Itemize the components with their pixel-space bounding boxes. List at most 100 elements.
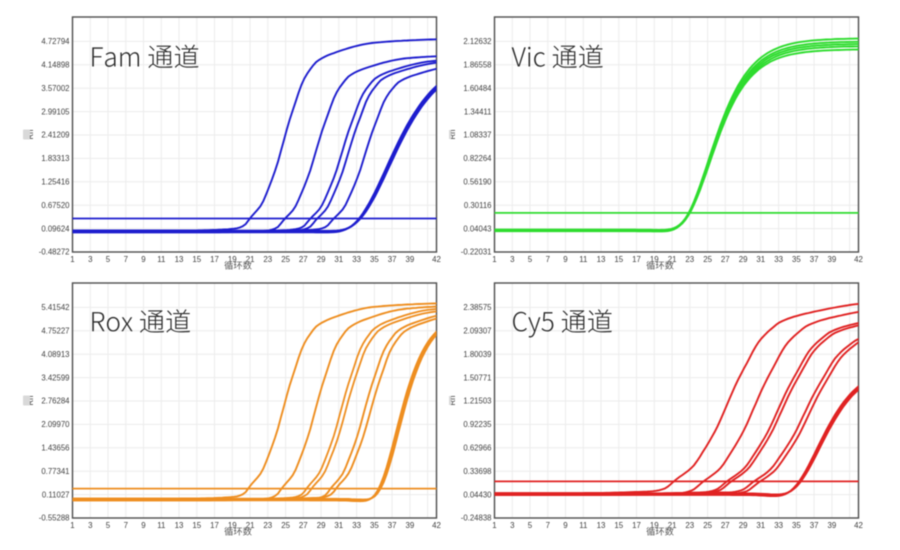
- svg-text:27: 27: [721, 255, 730, 264]
- svg-text:37: 37: [388, 255, 397, 264]
- svg-text:0.92235: 0.92235: [463, 420, 492, 429]
- svg-text:0.82264: 0.82264: [463, 154, 492, 163]
- svg-text:0.09624: 0.09624: [41, 224, 70, 233]
- svg-text:1.60484: 1.60484: [463, 84, 492, 93]
- svg-text:0.56190: 0.56190: [463, 178, 492, 187]
- svg-text:39: 39: [406, 521, 415, 530]
- svg-text:25: 25: [703, 521, 712, 530]
- svg-text:1: 1: [492, 255, 496, 264]
- svg-text:35: 35: [370, 521, 379, 530]
- svg-text:25: 25: [703, 255, 712, 264]
- svg-text:1.34411: 1.34411: [464, 107, 492, 116]
- svg-text:3.57002: 3.57002: [41, 84, 69, 93]
- svg-text:27: 27: [299, 521, 308, 530]
- svg-text:23: 23: [263, 255, 272, 264]
- svg-text:42: 42: [432, 521, 441, 530]
- svg-text:2.09307: 2.09307: [463, 327, 491, 336]
- svg-text:19: 19: [228, 521, 237, 530]
- svg-text:19: 19: [650, 255, 659, 264]
- svg-text:31: 31: [334, 521, 343, 530]
- svg-text:2.09970: 2.09970: [41, 420, 70, 429]
- svg-text:-0.48272: -0.48272: [39, 248, 70, 257]
- svg-text:9: 9: [563, 521, 568, 530]
- svg-text:2.99105: 2.99105: [41, 107, 70, 116]
- svg-text:13: 13: [175, 521, 184, 530]
- svg-text:19: 19: [650, 521, 659, 530]
- svg-text:Rn: Rn: [26, 130, 35, 140]
- svg-text:23: 23: [263, 521, 272, 530]
- svg-text:42: 42: [854, 521, 863, 530]
- svg-text:1: 1: [492, 521, 496, 530]
- svg-text:37: 37: [810, 521, 819, 530]
- svg-text:5: 5: [106, 521, 111, 530]
- svg-text:33: 33: [352, 521, 361, 530]
- svg-text:5: 5: [106, 255, 111, 264]
- svg-text:39: 39: [828, 255, 837, 264]
- svg-text:15: 15: [192, 255, 201, 264]
- svg-text:4.75227: 4.75227: [41, 327, 69, 336]
- svg-text:21: 21: [246, 521, 255, 530]
- svg-text:0.04043: 0.04043: [463, 224, 491, 233]
- svg-text:42: 42: [854, 255, 863, 264]
- svg-text:Rn: Rn: [26, 396, 35, 406]
- svg-text:-0.55288: -0.55288: [39, 514, 70, 523]
- svg-text:33: 33: [774, 255, 783, 264]
- svg-text:1.08337: 1.08337: [463, 131, 491, 140]
- svg-text:0.04430: 0.04430: [463, 490, 492, 499]
- svg-text:Rn: Rn: [448, 396, 457, 406]
- svg-text:23: 23: [685, 255, 694, 264]
- svg-text:2.12632: 2.12632: [463, 37, 491, 46]
- svg-text:0.62966: 0.62966: [463, 444, 491, 453]
- svg-text:7: 7: [546, 255, 550, 264]
- svg-text:21: 21: [668, 521, 677, 530]
- svg-text:27: 27: [721, 521, 730, 530]
- svg-text:33: 33: [774, 521, 783, 530]
- svg-text:21: 21: [246, 255, 255, 264]
- svg-text:31: 31: [756, 521, 765, 530]
- svg-text:29: 29: [739, 255, 748, 264]
- svg-text:4.72794: 4.72794: [41, 37, 70, 46]
- svg-text:25: 25: [281, 521, 290, 530]
- svg-text:7: 7: [546, 521, 550, 530]
- svg-text:13: 13: [597, 255, 606, 264]
- svg-text:29: 29: [317, 521, 326, 530]
- svg-text:3: 3: [510, 521, 515, 530]
- svg-text:5: 5: [528, 521, 533, 530]
- svg-text:1: 1: [70, 521, 74, 530]
- svg-text:0.11027: 0.11027: [42, 490, 70, 499]
- svg-text:1.21503: 1.21503: [463, 397, 491, 406]
- svg-text:35: 35: [792, 255, 801, 264]
- svg-text:3.42599: 3.42599: [41, 373, 69, 382]
- svg-text:2.38575: 2.38575: [463, 303, 492, 312]
- svg-text:31: 31: [756, 255, 765, 264]
- svg-text:13: 13: [175, 255, 184, 264]
- svg-text:1.43656: 1.43656: [41, 444, 69, 453]
- svg-text:35: 35: [370, 255, 379, 264]
- svg-text:21: 21: [668, 255, 677, 264]
- svg-text:5.41542: 5.41542: [41, 303, 69, 312]
- svg-text:0.77341: 0.77341: [41, 467, 69, 476]
- svg-text:1.83313: 1.83313: [41, 154, 69, 163]
- svg-text:3: 3: [510, 255, 515, 264]
- svg-text:35: 35: [792, 521, 801, 530]
- svg-text:17: 17: [210, 255, 219, 264]
- svg-text:11: 11: [579, 521, 587, 530]
- svg-text:7: 7: [124, 255, 128, 264]
- svg-text:15: 15: [614, 521, 623, 530]
- svg-text:13: 13: [597, 521, 606, 530]
- svg-text:19: 19: [228, 255, 237, 264]
- svg-text:0.67520: 0.67520: [41, 201, 70, 210]
- svg-text:9: 9: [563, 255, 568, 264]
- svg-text:4.14898: 4.14898: [41, 61, 69, 70]
- svg-text:5: 5: [528, 255, 533, 264]
- svg-text:2.76284: 2.76284: [41, 397, 70, 406]
- svg-text:3: 3: [88, 255, 93, 264]
- svg-text:1.50771: 1.50771: [463, 373, 491, 382]
- svg-text:9: 9: [141, 521, 146, 530]
- svg-text:1.25416: 1.25416: [41, 178, 69, 187]
- svg-text:4.08913: 4.08913: [41, 350, 69, 359]
- svg-text:9: 9: [141, 255, 146, 264]
- svg-text:-0.24838: -0.24838: [461, 514, 492, 523]
- svg-text:37: 37: [388, 521, 397, 530]
- svg-text:1: 1: [70, 255, 74, 264]
